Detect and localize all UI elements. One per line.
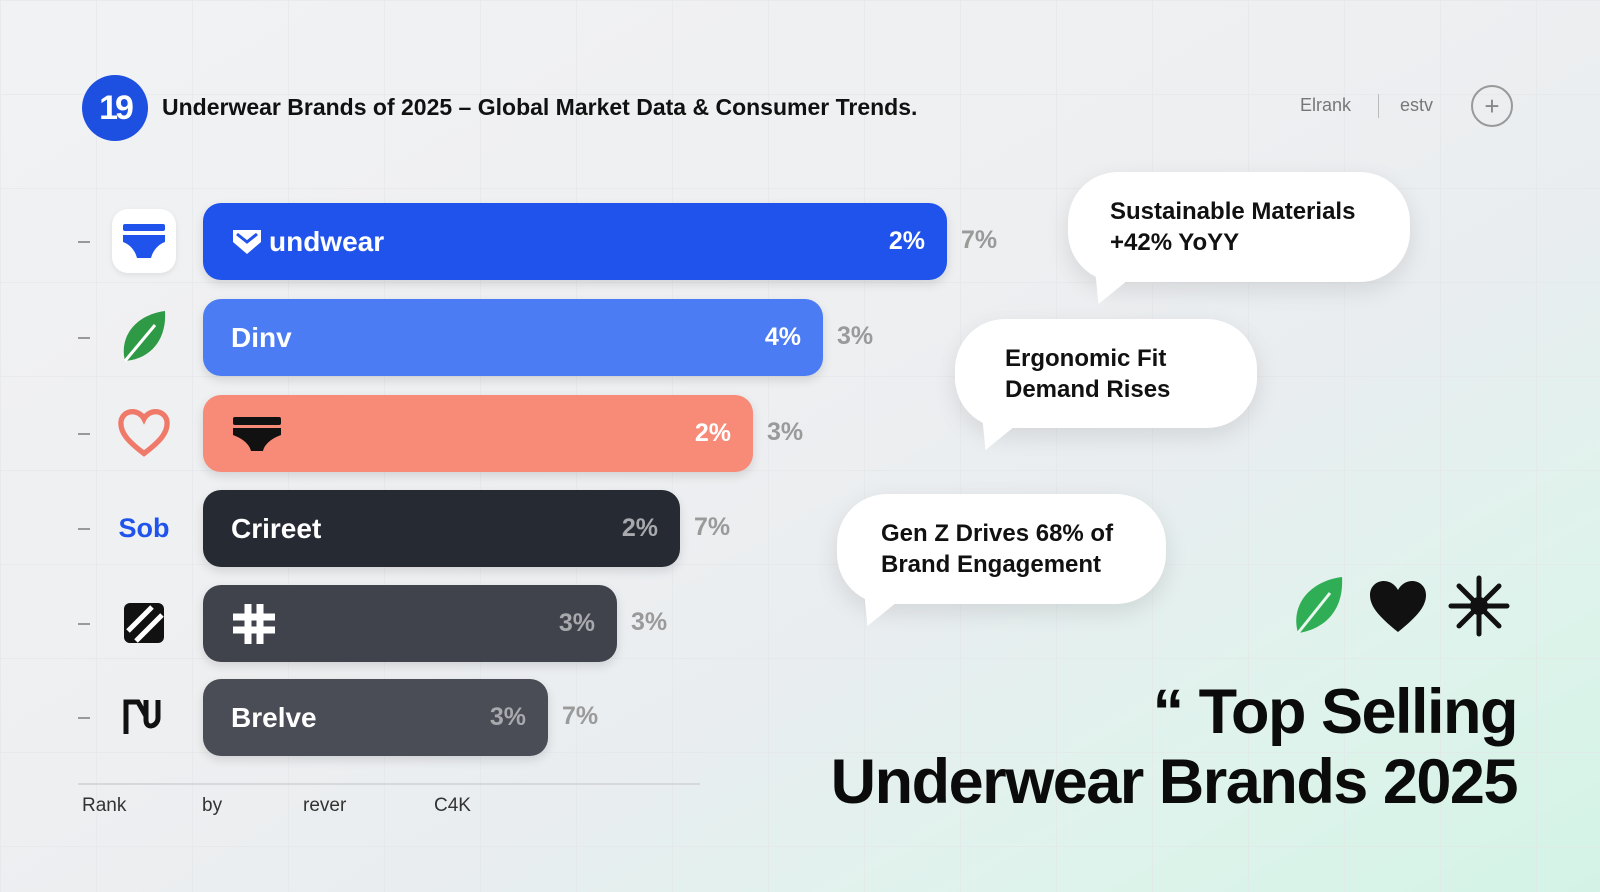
bar[interactable]: Brelve 3% bbox=[203, 679, 548, 756]
underwear-logo-icon bbox=[233, 416, 281, 451]
bar[interactable]: Crireet 2% bbox=[203, 490, 680, 567]
callout-text: Sustainable Materials bbox=[1110, 198, 1356, 225]
underwear-icon bbox=[112, 209, 176, 273]
brand-name: Brelve bbox=[231, 701, 317, 733]
brand-name: Dinv bbox=[231, 321, 292, 353]
heart-icon bbox=[112, 401, 176, 465]
bar-brand-label bbox=[231, 415, 289, 453]
logo-badge: 19 bbox=[82, 75, 148, 141]
bar[interactable]: undwear 2% bbox=[203, 203, 947, 280]
bar-value-label: 3% bbox=[489, 703, 526, 731]
x-axis-label: Rank bbox=[82, 795, 127, 816]
callout-sustainable: Sustainable Materials +42% YoYY bbox=[1068, 172, 1410, 282]
outer-value-label: 7% bbox=[562, 702, 599, 730]
callout-text: Gen Z Drives 68% of bbox=[881, 520, 1114, 547]
callout-text: Demand Rises bbox=[1005, 375, 1171, 403]
brand-name: undwear bbox=[269, 225, 385, 257]
bar-brand-label: Dinv bbox=[231, 322, 292, 354]
hash-logo-icon bbox=[233, 603, 275, 644]
bar-value-label: 2% bbox=[621, 514, 658, 542]
outer-value-label: 7% bbox=[694, 513, 731, 541]
bar[interactable]: 3% bbox=[203, 585, 617, 662]
headline-line2: Underwear Brands 2025 bbox=[830, 747, 1519, 817]
page-title: Underwear Brands of 2025 – Global Market… bbox=[162, 94, 918, 120]
plus-icon[interactable]: + bbox=[1471, 85, 1513, 127]
callout-ergonomic: Ergonomic Fit Demand Rises bbox=[955, 319, 1257, 428]
row-dash bbox=[78, 528, 90, 530]
bar[interactable]: 2% bbox=[203, 395, 753, 472]
bar-value-label: 2% bbox=[888, 227, 925, 255]
brand-text-sob: Sob bbox=[118, 512, 170, 543]
x-axis-line bbox=[78, 783, 700, 785]
row-dash bbox=[78, 433, 90, 435]
callout-text: Brand Engagement bbox=[881, 551, 1102, 578]
bar-brand-label: Brelve bbox=[231, 702, 317, 734]
bar-value-label: 2% bbox=[694, 419, 731, 447]
bar-value-label: 3% bbox=[558, 609, 595, 637]
bar-brand-label: Crireet bbox=[231, 513, 321, 545]
row-dash bbox=[78, 337, 90, 339]
bar[interactable]: Dinv 4% bbox=[203, 299, 823, 376]
headline-line1: “ Top Selling bbox=[1152, 677, 1519, 747]
callout-text: +42% YoYY bbox=[1110, 229, 1240, 256]
outer-value-label: 7% bbox=[961, 226, 998, 254]
outer-value-label: 3% bbox=[767, 418, 804, 446]
callout-genz: Gen Z Drives 68% of Brand Engagement bbox=[837, 494, 1166, 604]
outer-value-label: 3% bbox=[631, 608, 668, 636]
x-axis-label: rever bbox=[303, 795, 347, 816]
leaf-icon bbox=[112, 305, 176, 369]
bar-brand-label bbox=[231, 602, 283, 646]
heart-icon bbox=[1370, 581, 1426, 632]
x-axis-label: C4K bbox=[434, 795, 471, 816]
bar-brand-label: undwear bbox=[231, 226, 384, 258]
nj-logo-icon bbox=[112, 685, 176, 749]
header-link-estv[interactable]: estv bbox=[1400, 95, 1434, 115]
brand-name: Crireet bbox=[231, 512, 322, 544]
brand-logo-icon bbox=[233, 229, 261, 254]
bar-value-label: 4% bbox=[764, 323, 801, 351]
star-icon bbox=[1448, 575, 1510, 637]
header-divider bbox=[1378, 94, 1379, 118]
x-axis-label: by bbox=[202, 795, 223, 816]
row-dash bbox=[78, 717, 90, 719]
row-dash bbox=[78, 241, 90, 243]
outer-value-label: 3% bbox=[837, 322, 874, 350]
header-link-elrank[interactable]: Elrank bbox=[1300, 95, 1352, 115]
leaf-icon bbox=[1296, 577, 1343, 634]
row-dash bbox=[78, 623, 90, 625]
slash-square-icon bbox=[112, 591, 176, 655]
callout-text: Ergonomic Fit bbox=[1005, 344, 1167, 372]
